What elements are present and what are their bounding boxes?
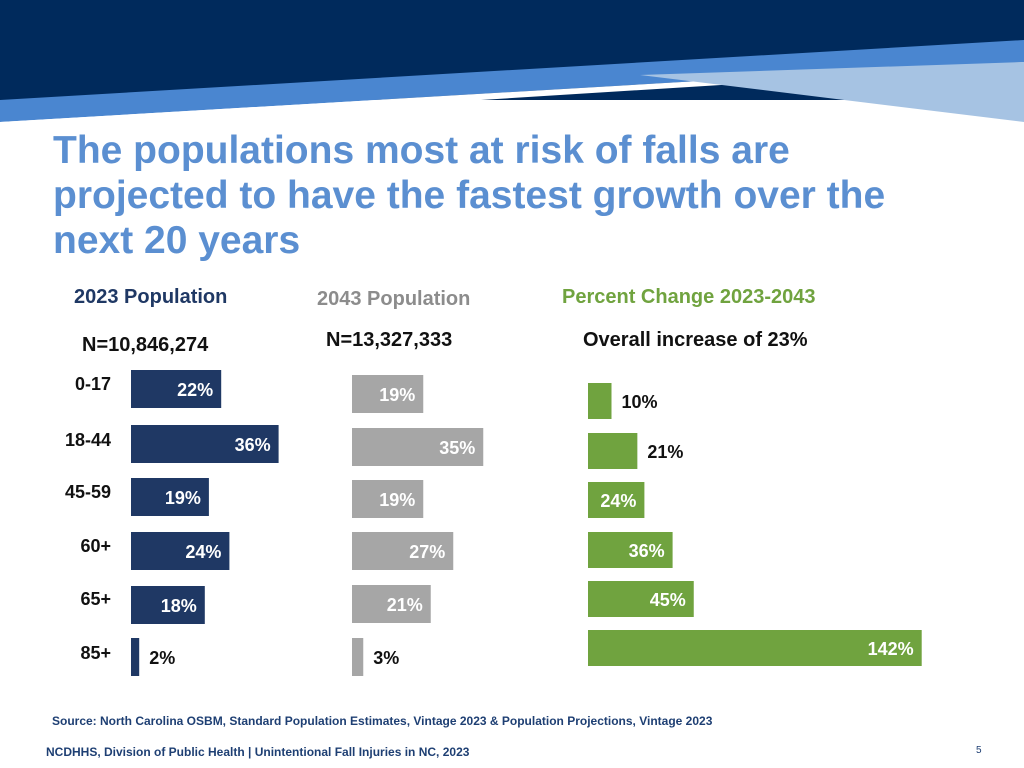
- pop2023-bar-6: [131, 638, 140, 676]
- pop2043-data-label-1: 19%: [379, 385, 415, 405]
- pop2023-bar-2: [131, 425, 279, 463]
- pop2043-bar-6: [352, 638, 364, 676]
- pop2043-bar-5: [352, 585, 431, 623]
- category-label-3: 45-59: [65, 482, 111, 502]
- pop2043-data-label-2: 35%: [439, 438, 475, 458]
- panel-subtitle-change: Overall increase of 23%: [583, 329, 808, 351]
- category-label-1: 0-17: [75, 374, 111, 394]
- category-label-4: 60+: [80, 536, 111, 556]
- pop2023-data-label-5: 18%: [161, 596, 197, 616]
- pop2023-data-label-3: 19%: [165, 488, 201, 508]
- slide-title: The populations most at risk of falls ar…: [53, 128, 1013, 263]
- pop2043-bar-3: [352, 480, 424, 518]
- population-bar-charts: 0-17 18-44 45-59 60+ 65+ 85+ 22% 36% 19% 24% 18% 2%…: [65, 370, 922, 676]
- pop2023-bar-4: [131, 532, 230, 570]
- change-data-label-1: 10%: [622, 392, 658, 412]
- pop2043-data-label-6: 3%: [373, 648, 399, 668]
- pop2023-data-label-6: 2%: [149, 648, 175, 668]
- pop2023-data-label-2: 36%: [235, 435, 271, 455]
- category-label-6: 85+: [80, 643, 111, 663]
- slide-title-line-1: The populations most at risk of falls ar…: [53, 129, 790, 172]
- change-data-label-2: 21%: [647, 442, 683, 462]
- banner-blue-stripe: [0, 40, 1024, 122]
- pop2043-bar-1: [352, 375, 424, 413]
- pop2043-bar-2: [352, 428, 484, 466]
- change-data-label-6: 142%: [868, 639, 914, 659]
- source-note: Source: North Carolina OSBM, Standard Po…: [52, 714, 713, 728]
- footer-text: NCDHHS, Division of Public Health | Unin…: [46, 745, 470, 759]
- panel-title-2023: 2023 Population: [74, 286, 228, 308]
- change-data-label-3: 24%: [600, 491, 636, 511]
- page-number: 5: [976, 745, 982, 756]
- change-bar-5: [588, 581, 694, 617]
- category-label-2: 18-44: [65, 430, 111, 450]
- change-bar-6: [588, 630, 922, 666]
- change-bar-2: [588, 433, 638, 469]
- panel-subtitle-2023: N=10,846,274: [82, 334, 209, 356]
- change-bar-4: [588, 532, 673, 568]
- panel-title-2043: 2043 Population: [317, 288, 471, 310]
- pop2043-data-label-5: 21%: [387, 595, 423, 615]
- header-banner: [0, 0, 1024, 130]
- change-data-label-4: 36%: [629, 541, 665, 561]
- pop2023-data-label-1: 22%: [177, 380, 213, 400]
- change-data-label-5: 45%: [650, 590, 686, 610]
- category-label-5: 65+: [80, 589, 111, 609]
- pop2043-bar-4: [352, 532, 454, 570]
- pop2023-bar-3: [131, 478, 209, 516]
- banner-light-wedge: [640, 62, 1024, 122]
- slide-title-line-3: next 20 years: [53, 219, 301, 262]
- panel-title-change: Percent Change 2023-2043: [562, 286, 816, 308]
- pop2023-bar-5: [131, 586, 205, 624]
- pop2023-data-label-4: 24%: [185, 542, 221, 562]
- slide-title-line-2: projected to have the fastest growth ove…: [53, 174, 886, 217]
- pop2043-data-label-3: 19%: [379, 490, 415, 510]
- change-bar-1: [588, 383, 612, 419]
- change-bar-3: [588, 482, 645, 518]
- panel-subtitle-2043: N=13,327,333: [326, 329, 453, 351]
- pop2043-data-label-4: 27%: [409, 542, 445, 562]
- pop2023-bar-1: [131, 370, 222, 408]
